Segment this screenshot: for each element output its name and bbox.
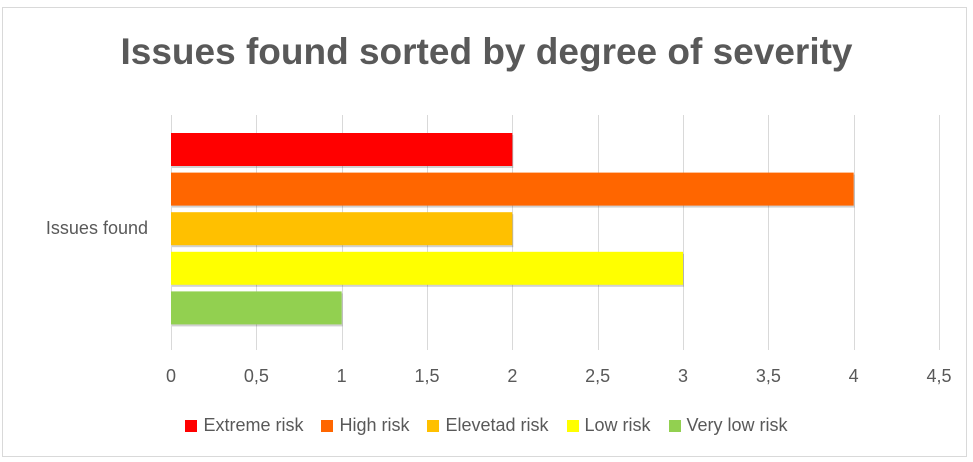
- legend-item: Very low risk: [668, 415, 788, 436]
- x-tick-label: 3,5: [756, 366, 781, 386]
- legend-label: Very low risk: [686, 415, 788, 435]
- x-tick-label: 1: [337, 366, 347, 386]
- legend-swatch: [668, 419, 681, 432]
- category-label: Issues found: [46, 218, 148, 238]
- legend-swatch: [427, 419, 440, 432]
- legend-label: Extreme risk: [203, 415, 304, 435]
- bar: [171, 133, 513, 166]
- bar: [171, 172, 854, 206]
- legend-label: High risk: [339, 415, 410, 435]
- legend-item: Low risk: [566, 415, 651, 436]
- x-tick-label: 4,5: [926, 366, 951, 386]
- x-tick-label: 0: [166, 366, 176, 386]
- legend-swatch: [185, 419, 198, 432]
- legend-item: Extreme risk: [185, 415, 303, 436]
- legend-swatch: [566, 419, 579, 432]
- legend-item: High risk: [321, 415, 409, 436]
- legend-label: Elevetad risk: [445, 415, 549, 435]
- x-tick-label: 3: [678, 366, 688, 386]
- x-tick-label: 2: [507, 366, 517, 386]
- legend-label: Low risk: [584, 415, 651, 435]
- legend: Extreme risk High risk Elevetad risk Low ri…: [0, 415, 973, 436]
- x-tick-label: 0,5: [244, 366, 269, 386]
- legend-swatch: [321, 419, 334, 432]
- chart-title: Issues found sorted by degree of severit…: [120, 31, 853, 72]
- bar: [171, 212, 513, 246]
- x-tick-label: 1,5: [414, 366, 439, 386]
- x-tick-label: 2,5: [585, 366, 610, 386]
- bar: [171, 251, 683, 285]
- legend-item: Elevetad risk: [427, 415, 549, 436]
- x-tick-label: 4: [849, 366, 859, 386]
- bar: [171, 291, 342, 325]
